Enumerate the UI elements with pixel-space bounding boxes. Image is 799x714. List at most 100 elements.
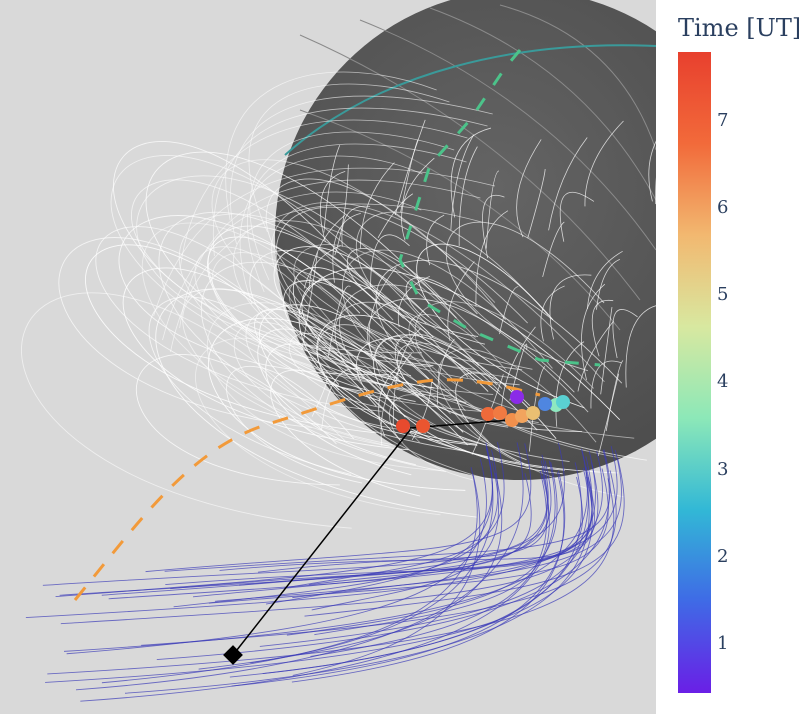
- open-field-line: [304, 458, 625, 617]
- field-line: [500, 326, 536, 412]
- field-line: [445, 221, 605, 372]
- field-line: [135, 354, 340, 486]
- grid-line: [299, 109, 621, 331]
- field-line: [447, 261, 475, 341]
- field-line: [110, 155, 454, 397]
- open-field-line: [164, 449, 611, 572]
- field-line: [600, 306, 613, 395]
- open-field-line: [257, 468, 549, 573]
- colorbar: Time [UT] 1 2 3 4 5 6 7: [660, 0, 799, 714]
- field-line: [303, 245, 341, 289]
- field-line: [321, 368, 360, 430]
- field-line: [577, 320, 614, 392]
- field-line: [182, 288, 390, 447]
- planet-grid-lines: [299, 4, 656, 331]
- field-line: [195, 337, 441, 516]
- field-line: [301, 278, 435, 389]
- grid-line: [359, 19, 656, 251]
- open-field-line: [145, 443, 532, 573]
- field-line: [170, 203, 482, 353]
- open-field-line: [219, 477, 595, 571]
- field-line: [590, 360, 622, 409]
- footprint-point: [493, 406, 507, 420]
- field-line: [370, 234, 410, 287]
- field-line: [206, 302, 451, 472]
- field-line: [85, 244, 376, 434]
- field-line: [605, 360, 624, 432]
- field-line: [356, 338, 565, 471]
- field-line: [246, 143, 467, 293]
- projection-line: [232, 429, 411, 656]
- field-line: [368, 266, 397, 362]
- field-line: [21, 292, 352, 529]
- field-line: [597, 373, 620, 457]
- field-line: [293, 244, 476, 370]
- open-field-line: [108, 445, 618, 600]
- field-line: [458, 146, 478, 246]
- field-line: [341, 205, 371, 247]
- field-line: [208, 317, 466, 491]
- field-line: [145, 151, 467, 403]
- colorbar-tick-label: 4: [717, 371, 729, 393]
- footprint-point: [538, 397, 552, 411]
- field-line: [655, 177, 656, 205]
- open-field-line: [156, 449, 610, 660]
- field-line: [288, 280, 391, 390]
- field-line: [356, 211, 549, 370]
- field-line: [450, 127, 492, 218]
- colorbar-tick-label: 5: [717, 284, 729, 306]
- field-line: [548, 137, 588, 231]
- field-line: [298, 267, 621, 474]
- field-line: [591, 299, 614, 357]
- field-line: [308, 214, 346, 290]
- open-field-line: [59, 460, 552, 596]
- colorbar-tick-label: 1: [717, 633, 729, 655]
- field-line: [153, 167, 496, 317]
- colorbar-tick-label: 7: [717, 109, 729, 131]
- footprint-point: [416, 419, 430, 433]
- field-line: [581, 283, 606, 381]
- open-field-line: [25, 451, 603, 619]
- field-line: [397, 276, 430, 328]
- field-line: [179, 119, 468, 269]
- field-line: [301, 252, 318, 351]
- planet-equator-line: [284, 44, 656, 156]
- open-field-line: [259, 456, 593, 647]
- field-line: [527, 169, 546, 239]
- open-field-line: [165, 476, 584, 586]
- grid-line: [429, 7, 656, 201]
- open-field-line: [101, 442, 565, 596]
- field-line: [485, 170, 500, 249]
- field-line: [400, 139, 419, 213]
- field-line: [122, 267, 409, 451]
- scene-plot[interactable]: [0, 0, 660, 714]
- field-line: [482, 195, 505, 259]
- field-line: [248, 83, 450, 233]
- field-line: [178, 213, 486, 413]
- open-field-lines: [25, 441, 625, 702]
- field-line: [392, 328, 421, 425]
- open-field-line: [198, 473, 503, 670]
- field-line: [265, 178, 523, 371]
- field-line: [401, 157, 435, 241]
- field-line: [540, 285, 565, 342]
- field-line: [437, 338, 455, 405]
- field-line: [359, 162, 395, 249]
- open-field-line: [101, 467, 478, 684]
- field-line: [373, 334, 563, 475]
- field-line: [142, 222, 395, 447]
- footprint-point: [526, 406, 540, 420]
- field-line: [499, 286, 519, 335]
- auroral-footprint-track: [398, 49, 601, 367]
- field-line: [225, 71, 437, 221]
- open-field-line: [310, 470, 548, 657]
- field-line: [316, 314, 489, 445]
- field-line: [319, 170, 346, 243]
- open-field-line: [284, 441, 505, 589]
- field-line: [342, 249, 553, 424]
- field-line: [587, 250, 623, 309]
- footprint-point: [510, 390, 524, 404]
- open-field-line: [55, 446, 493, 598]
- open-field-line: [63, 448, 588, 652]
- field-line: [327, 285, 351, 357]
